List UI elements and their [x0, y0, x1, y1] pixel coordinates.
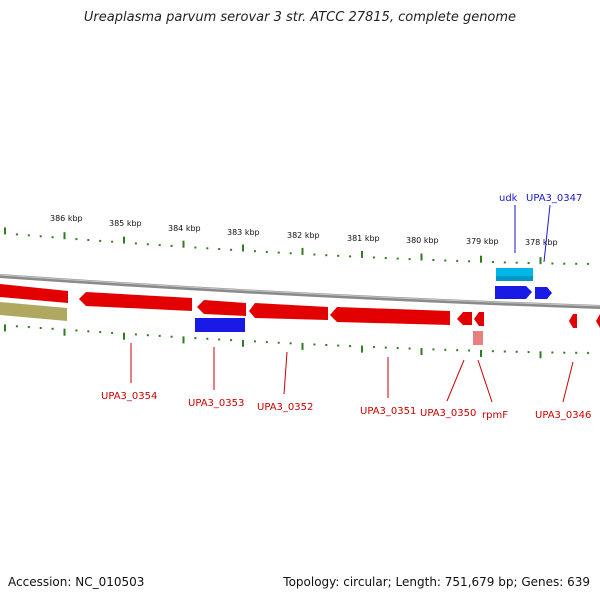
other-feature-band [0, 302, 67, 321]
tick-label-380: 380 kbp [406, 236, 439, 245]
gene-label-upa3-0350[interactable]: UPA3_0350 [420, 408, 476, 419]
genome-backbone [0, 274, 600, 309]
tick-label-383: 383 kbp [227, 228, 260, 237]
gene-label-upa3-0354[interactable]: UPA3_0354 [101, 391, 157, 402]
tick-row-inner [4, 324, 590, 359]
gene-label-upa3-0351[interactable]: UPA3_0351 [360, 406, 416, 417]
tick-label-381: 381 kbp [347, 234, 380, 243]
leader-rpmf [477, 359, 493, 403]
leader-upa3-0352 [283, 351, 288, 395]
gene-upa3-0351-arrow[interactable] [330, 307, 450, 325]
gene-label-upa3-0347[interactable]: UPA3_0347 [526, 193, 582, 204]
tick-label-379: 379 kbp [466, 237, 499, 246]
genome-backbone-highlight [0, 274, 600, 307]
gene-label-upa3-0346[interactable]: UPA3_0346 [535, 410, 591, 421]
gene-edge-arrow[interactable] [596, 314, 600, 328]
forward-strand-features [495, 268, 552, 299]
gene-upa3-0355-arrow[interactable] [0, 284, 68, 303]
label-leaders [130, 204, 574, 403]
leader-upa3-0346 [562, 361, 574, 403]
accession-label: Accession: NC_010503 [8, 575, 145, 589]
gene-udk-arrow[interactable] [495, 286, 532, 299]
tick-label-385: 385 kbp [109, 219, 142, 228]
leader-upa3-0350 [446, 359, 465, 402]
gene-upa3-0346-arrow[interactable] [569, 314, 577, 328]
gene-upa3-0353-arrow[interactable] [197, 300, 246, 316]
gene-upa3-0353-forward[interactable] [195, 318, 245, 332]
gene-labels: udk UPA3_0347 UPA3_0354 UPA3_0353 UPA3_0… [101, 193, 591, 421]
genome-stats-label: Topology: circular; Length: 751,679 bp; … [283, 575, 590, 589]
gene-label-upa3-0353[interactable]: UPA3_0353 [188, 398, 244, 409]
pseudo-gene-feature [473, 331, 483, 345]
gene-upa3-0352-arrow[interactable] [249, 303, 328, 320]
gene-label-rpmf[interactable]: rpmF [482, 410, 508, 421]
tick-label-378: 378 kbp [525, 238, 558, 247]
rna-gene-udk-shade [496, 276, 533, 281]
reverse-strand-features [0, 284, 600, 345]
gene-upa3-0354-arrow[interactable] [79, 292, 192, 311]
gene-rpmf-arrow[interactable] [474, 312, 484, 326]
tick-label-384: 384 kbp [168, 224, 201, 233]
gene-label-udk[interactable]: udk [499, 193, 518, 204]
gene-label-upa3-0352[interactable]: UPA3_0352 [257, 402, 313, 413]
gene-upa3-0347-arrow[interactable] [535, 287, 552, 299]
tick-label-386: 386 kbp [50, 214, 83, 223]
genome-title: Ureaplasma parvum serovar 3 str. ATCC 27… [83, 10, 517, 25]
tick-row-outer [4, 227, 590, 265]
tick-labels: 386 kbp 385 kbp 384 kbp 383 kbp 382 kbp … [50, 214, 558, 247]
leader-upa3-0347 [543, 204, 551, 263]
tick-label-382: 382 kbp [287, 231, 320, 240]
gene-upa3-0350-arrow[interactable] [457, 312, 472, 325]
